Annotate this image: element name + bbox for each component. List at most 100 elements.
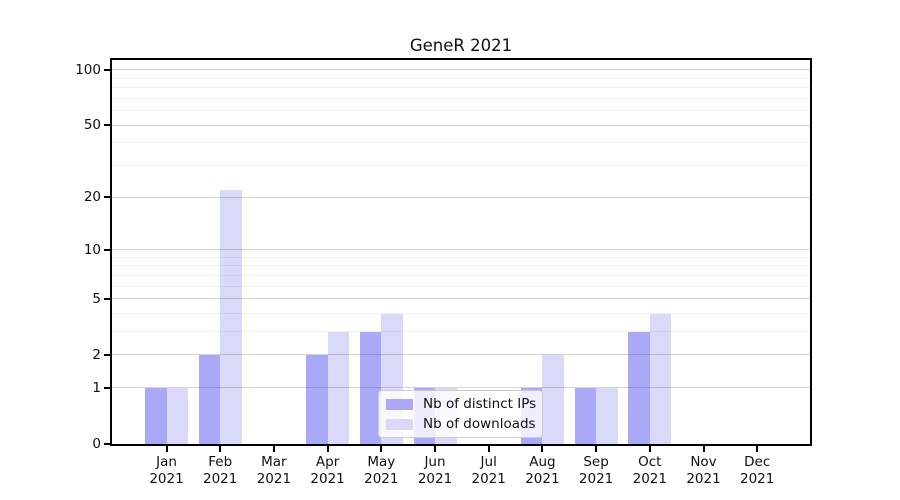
y-tick-mark	[104, 443, 111, 445]
gridline-minor	[112, 256, 810, 258]
x-tick-label-year: 2021	[686, 471, 721, 487]
x-tick-label-month: Feb	[208, 454, 233, 470]
gridline-minor	[112, 165, 810, 167]
x-tick-label-year: 2021	[256, 471, 292, 487]
x-tick-label-sep: Sep 2021	[568, 454, 624, 488]
x-tick-mark	[380, 446, 383, 452]
y-tick-mark	[104, 353, 111, 356]
x-tick-label-mar: Mar 2021	[246, 454, 302, 488]
gridline-major	[112, 298, 810, 300]
bar-downloads-apr	[327, 331, 350, 444]
gridline-minor	[112, 87, 810, 89]
gridline-minor	[112, 142, 810, 144]
x-tick-label-month: May	[367, 454, 396, 470]
bars-layer	[112, 60, 810, 444]
y-tick-label: 5	[92, 290, 101, 307]
legend-label-distinct-ips: Nb of distinct IPs	[423, 396, 537, 412]
x-tick-label-may: May 2021	[353, 454, 409, 488]
x-tick-label-dec: Dec 2021	[729, 454, 785, 488]
x-tick-label-year: 2021	[203, 471, 238, 487]
x-tick-label-year: 2021	[310, 471, 345, 487]
bar-distinct-ips-apr	[306, 354, 328, 444]
x-tick-label-nov: Nov 2021	[676, 454, 732, 488]
x-tick-label-month: Mar	[261, 454, 287, 470]
x-tick-label-month: Jun	[424, 454, 446, 470]
y-tick-label: 10	[83, 241, 101, 258]
x-tick-label-year: 2021	[149, 471, 184, 487]
bar-distinct-ips-feb	[198, 354, 221, 444]
legend-entry-distinct-ips: Nb of distinct IPs	[386, 396, 538, 412]
bar-distinct-ips-sep	[574, 387, 597, 444]
x-tick-label-year: 2021	[578, 471, 614, 487]
x-tick-label-year: 2021	[417, 471, 453, 487]
x-tick-label-apr: Apr 2021	[300, 454, 356, 488]
y-tick-mark	[104, 68, 111, 71]
x-tick-label-month: Oct	[638, 454, 662, 470]
bar-downloads-feb	[220, 189, 242, 444]
x-tick-label-jun: Jun 2021	[407, 454, 463, 488]
gridline-minor	[112, 265, 810, 267]
x-tick-label-year: 2021	[740, 471, 775, 487]
gridline-major	[112, 354, 810, 356]
x-tick-mark	[541, 446, 544, 452]
gridline-minor	[112, 285, 810, 287]
x-tick-label-feb: Feb 2021	[192, 454, 248, 488]
bar-downloads-sep	[596, 387, 618, 444]
bar-distinct-ips-may	[359, 331, 382, 444]
y-tick-mark	[104, 196, 111, 199]
bar-distinct-ips-oct	[628, 331, 650, 444]
bar-distinct-ips-jan	[145, 387, 167, 444]
gridline-minor	[112, 331, 810, 333]
x-tick-label-month: Sep	[583, 454, 609, 470]
gridline-minor	[112, 97, 810, 99]
x-tick-label-year: 2021	[364, 471, 399, 487]
gridline-major	[112, 387, 810, 389]
x-tick-label-month: Aug	[529, 454, 556, 470]
x-tick-mark	[702, 446, 705, 452]
x-tick-mark	[434, 446, 436, 452]
gridline-minor	[112, 110, 810, 112]
gridline-minor	[112, 77, 810, 79]
x-tick-mark	[487, 446, 490, 452]
grid-layer	[112, 60, 810, 444]
x-tick-label-month: Jul	[480, 454, 497, 470]
x-tick-label-month: Jan	[156, 454, 177, 470]
x-tick-mark	[165, 446, 168, 452]
bar-downloads-aug	[542, 354, 564, 444]
x-tick-label-year: 2021	[632, 471, 667, 487]
gridline-major	[112, 196, 810, 198]
chart-title: GeneR 2021	[409, 36, 513, 55]
y-tick-mark	[104, 386, 111, 389]
x-tick-mark	[219, 446, 222, 452]
y-tick-mark	[104, 124, 111, 127]
y-tick-label: 1	[92, 379, 101, 396]
x-tick-label-month: Nov	[690, 454, 717, 470]
x-tick-label-jan: Jan 2021	[139, 454, 195, 488]
y-tick-label: 100	[75, 61, 101, 78]
x-tick-label-jul: Jul 2021	[461, 454, 517, 488]
x-tick-label-year: 2021	[471, 471, 506, 487]
y-tick-label: 0	[92, 436, 101, 452]
legend-swatch-distinct-ips	[386, 398, 413, 410]
legend-swatch-downloads	[386, 418, 413, 430]
y-tick-label: 20	[83, 189, 101, 206]
legend: Nb of distinct IPs Nb of downloads	[378, 390, 544, 438]
x-tick-mark	[326, 446, 329, 452]
x-tick-label-oct: Oct 2021	[622, 454, 678, 488]
y-tick-label: 50	[83, 117, 101, 134]
x-tick-mark	[756, 446, 759, 452]
bar-downloads-jan	[166, 387, 188, 444]
x-tick-mark	[272, 446, 275, 452]
x-tick-mark	[648, 446, 651, 452]
gridline-major	[112, 69, 810, 71]
legend-label-downloads: Nb of downloads	[423, 416, 536, 432]
gridline-minor	[112, 274, 810, 276]
plot-area: Nb of distinct IPs Nb of downloads	[110, 58, 812, 446]
y-tick-mark	[104, 248, 111, 251]
y-tick-mark	[104, 297, 111, 300]
legend-entry-downloads: Nb of downloads	[386, 416, 538, 432]
bar-downloads-oct	[649, 313, 672, 444]
gridline-minor	[112, 313, 810, 314]
gridline-major	[112, 124, 810, 126]
